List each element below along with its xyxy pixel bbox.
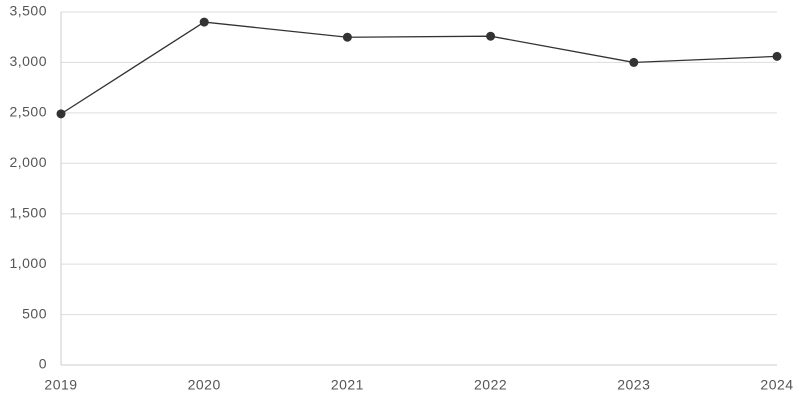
x-tick-label: 2023 (617, 377, 650, 393)
point (56, 109, 66, 119)
y-tick-label: 500 (22, 305, 47, 321)
point (342, 32, 352, 42)
y-tick-label: 0 (39, 356, 47, 372)
x-tick-label: 2024 (760, 377, 793, 393)
point (486, 31, 496, 41)
x-tick-label: 2022 (474, 377, 507, 393)
y-tick-label: 3,500 (9, 3, 47, 19)
x-tick-label: 2019 (44, 377, 77, 393)
y-tick-label: 1,000 (9, 255, 47, 271)
point (772, 51, 782, 61)
y-tick-label: 2,000 (9, 154, 47, 170)
point (199, 17, 209, 27)
x-tick-label: 2020 (188, 377, 221, 393)
point (629, 57, 639, 67)
x-tick-label: 2021 (331, 377, 364, 393)
line (60, 21, 778, 115)
y-tick-label: 2,500 (9, 104, 47, 120)
y-tick-label: 1,500 (9, 204, 47, 220)
y-tick-label: 3,000 (9, 53, 47, 69)
